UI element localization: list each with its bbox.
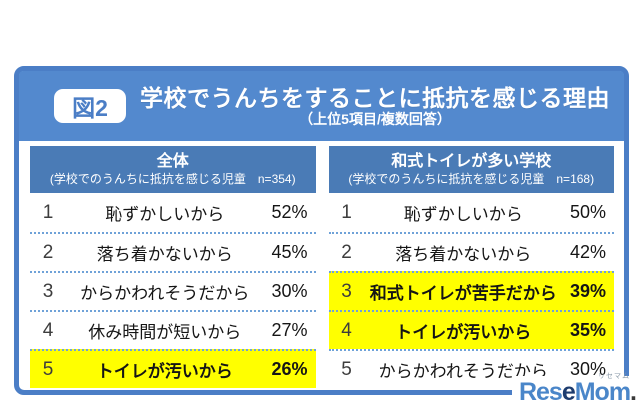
percent-value: 26% [271,359,308,379]
rank-number: 2 [42,241,54,263]
table-squat-title: 和式トイレが多い学校 [391,153,552,171]
reason-label: 恥ずかしいから [403,205,523,224]
rank-number: 4 [341,319,352,341]
reason-label: からかわれそうだから [80,284,250,303]
resemom-logo-period: . [630,378,637,406]
rank-number: 3 [341,280,352,302]
table-overall: 全体 (学校でのうんちに抵抗を感じる児童 n=354) 1 恥ずかしいから 52… [30,146,316,388]
figure-heading: 学校でうんちをすることに抵抗を感じる理由 （上位5項目/複数回答） [126,85,624,127]
table-squat-toilet-schools: 和式トイレが多い学校 (学校でのうんちに抵抗を感じる児童 n=168) 1 恥ず… [328,146,614,388]
table-overall-subtitle: (学校でのうんちに抵抗を感じる児童 n=354) [49,172,296,187]
reason-label: 休み時間が短いから [88,323,242,342]
resemom-logo: リセマム ReseMom. [511,373,640,406]
figure-title: 学校でうんちをすることに抵抗を感じる理由 [140,85,610,112]
reason-label: 恥ずかしいから [105,205,225,224]
percent-value: 27% [271,320,308,340]
reason-label: トイレが汚いから [395,323,532,342]
percent-value: 30% [271,281,308,301]
figure-panel: 図2 学校でうんちをすることに抵抗を感じる理由 （上位5項目/複数回答） 全体 … [14,66,629,395]
resemom-logo-ruby: リセマム [598,373,630,380]
rank-number: 4 [42,319,54,341]
percent-value: 45% [271,242,308,262]
table-row-highlighted: 3 和式トイレが苦手だから 39% [328,271,614,310]
reason-label: からかわれそうだから [378,362,548,381]
resemom-logo-text: ReseMom [518,378,631,406]
ranking-tables: 全体 (学校でのうんちに抵抗を感じる児童 n=354) 1 恥ずかしいから 52… [19,141,624,388]
rank-number: 5 [341,358,352,380]
rank-number: 3 [42,280,54,302]
table-row: 2 落ち着かないから 42% [328,232,614,271]
percent-value: 39% [569,281,607,301]
rank-number: 1 [42,201,54,223]
reason-label: 和式トイレが苦手だから [369,284,557,303]
table-row: 1 恥ずかしいから 52% [30,193,316,232]
percent-value: 35% [569,320,607,340]
table-row: 4 休み時間が短いから 27% [30,310,316,349]
percent-value: 50% [569,202,607,222]
figure-subtitle: （上位5項目/複数回答） [299,110,451,127]
table-overall-title: 全体 [156,153,189,171]
table-squat-header: 和式トイレが多い学校 (学校でのうんちに抵抗を感じる児童 n=168) [328,146,614,193]
rank-number: 5 [42,358,54,380]
table-overall-header: 全体 (学校でのうんちに抵抗を感じる児童 n=354) [30,146,316,193]
table-row: 1 恥ずかしいから 50% [328,193,614,232]
reason-label: 落ち着かないから [395,245,532,264]
reason-label: 落ち着かないから [96,245,233,264]
table-row: 3 からかわれそうだから 30% [30,271,316,310]
percent-value: 42% [569,242,607,262]
table-row: 5 からかわれそうだから 30% [328,349,614,388]
rank-number: 2 [341,241,352,263]
percent-value: 52% [271,202,308,222]
figure-title-band: 図2 学校でうんちをすることに抵抗を感じる理由 （上位5項目/複数回答） [19,71,624,141]
table-row: 2 落ち着かないから 45% [30,232,316,271]
rank-number: 1 [341,201,352,223]
percent-value: 30% [569,359,607,379]
table-squat-subtitle: (学校でのうんちに抵抗を感じる児童 n=168) [348,172,595,187]
table-row-highlighted: 5 トイレが汚いから 26% [30,349,316,388]
reason-label: トイレが汚いから [96,362,233,381]
figure-number-badge: 図2 [54,89,126,123]
table-row-highlighted: 4 トイレが汚いから 35% [328,310,614,349]
